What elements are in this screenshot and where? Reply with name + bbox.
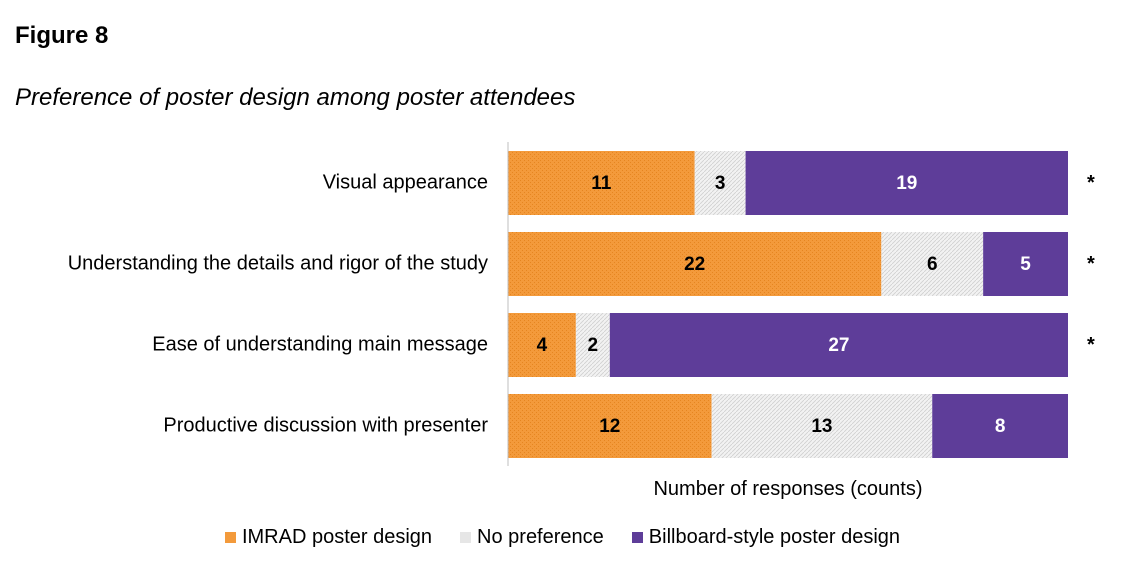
legend-item-billboard: Billboard-style poster design	[631, 526, 901, 549]
bar-segment-billboard	[745, 151, 1068, 215]
legend: IMRAD poster design No preference Billbo…	[0, 526, 1125, 549]
data-label: 8	[995, 416, 1006, 437]
figure-label: Figure 8	[15, 22, 109, 49]
data-label: 19	[896, 173, 917, 194]
category-label: Visual appearance	[323, 171, 488, 193]
data-label: 11	[591, 173, 612, 194]
bar-segment-imrad	[508, 313, 576, 377]
legend-swatch-no-preference	[460, 532, 472, 543]
legend-item-no-preference: No preference	[460, 526, 604, 549]
legend-item-imrad: IMRAD poster design	[224, 526, 433, 549]
legend-label-billboard: Billboard-style poster design	[648, 526, 901, 548]
legend-label-imrad: IMRAD poster design	[241, 526, 433, 548]
data-label: 2	[588, 335, 599, 356]
significance-marker: *	[1087, 172, 1095, 194]
bar-segment-no-preference	[711, 394, 933, 458]
bar-segment-billboard	[932, 394, 1068, 458]
data-label: 3	[715, 173, 726, 194]
legend-label-no-preference: No preference	[477, 526, 604, 548]
data-label: 12	[599, 416, 620, 437]
significance-marker: *	[1087, 334, 1095, 356]
data-label: 4	[537, 335, 548, 356]
category-label: Understanding the details and rigor of t…	[68, 252, 488, 274]
legend-swatch-imrad	[224, 532, 236, 543]
category-label: Productive discussion with presenter	[163, 414, 488, 436]
legend-swatch-billboard	[631, 532, 643, 543]
bar-segment-no-preference	[881, 232, 984, 296]
bar-segment-imrad	[508, 232, 882, 296]
bar-segment-imrad	[508, 151, 695, 215]
data-label: 13	[811, 416, 832, 437]
figure-title: Preference of poster design among poster…	[15, 84, 576, 111]
bar-segment-billboard	[983, 232, 1068, 296]
data-label: 22	[684, 254, 705, 275]
significance-marker: *	[1087, 253, 1095, 275]
category-label: Ease of understanding main message	[152, 333, 488, 355]
data-label: 27	[828, 335, 849, 356]
data-label: 5	[1020, 254, 1031, 275]
bar-segment-no-preference	[575, 313, 610, 377]
data-label: 6	[927, 254, 938, 275]
bar-segment-no-preference	[694, 151, 746, 215]
bar-segment-imrad	[508, 394, 712, 458]
x-axis-title: Number of responses (counts)	[653, 478, 923, 500]
bar-segment-billboard	[609, 313, 1068, 377]
